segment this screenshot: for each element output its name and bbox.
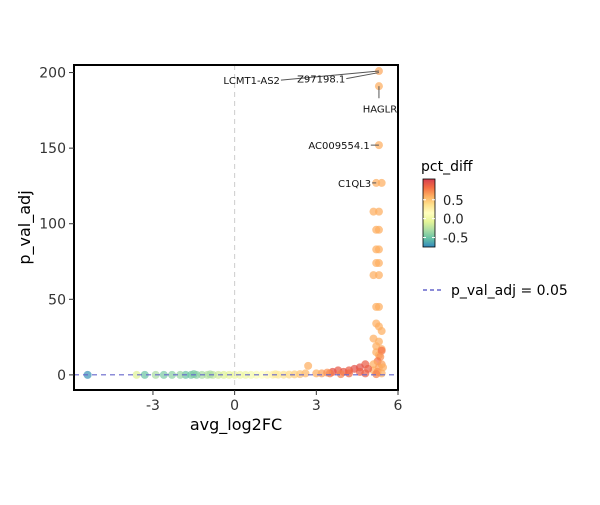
color-bar-tick-label: -0.5 xyxy=(443,232,468,247)
data-point xyxy=(374,271,383,280)
data-point xyxy=(372,370,381,379)
data-point xyxy=(159,370,168,379)
color-legend-title: pct_diff xyxy=(421,159,473,175)
color-bar-tick-label: 0.0 xyxy=(443,213,464,228)
x-tick-label: 0 xyxy=(230,398,239,414)
color-bar xyxy=(422,178,436,248)
y-axis: 0 50 100 150 200 xyxy=(39,66,74,384)
y-tick-label: 0 xyxy=(57,368,66,384)
data-point xyxy=(379,363,388,372)
data-point xyxy=(377,327,386,336)
data-point xyxy=(168,370,177,379)
data-point xyxy=(304,361,313,370)
y-axis-title: p_val_adj xyxy=(15,190,35,264)
line-legend-label: p_val_adj = 0.05 xyxy=(451,283,568,299)
data-point xyxy=(361,369,370,378)
data-point xyxy=(140,370,149,379)
gene-label: LCMT1-AS2 xyxy=(223,76,280,87)
y-tick-label: 100 xyxy=(39,217,66,233)
color-legend: pct_diff 0.5 0.0 -0.5 xyxy=(421,159,473,248)
gene-labels: LCMT1-AS2 Z97198.1 HAGLR AC009554.1 C1QL3 xyxy=(223,70,398,190)
data-point xyxy=(374,302,383,311)
plot-panel-border xyxy=(73,64,399,391)
data-point xyxy=(377,178,386,187)
y-tick-label: 200 xyxy=(39,66,66,82)
data-point xyxy=(189,370,198,379)
x-tick-label: 6 xyxy=(394,398,403,414)
x-axis-title: avg_log2FC xyxy=(190,415,282,435)
data-point xyxy=(344,369,353,378)
reference-lines xyxy=(74,65,398,390)
data-point xyxy=(312,369,321,378)
color-bar-ticks: 0.5 0.0 -0.5 xyxy=(423,194,468,247)
label-connector xyxy=(280,70,379,81)
gene-label: AC009554.1 xyxy=(308,141,369,152)
label-connector xyxy=(346,72,380,80)
data-point xyxy=(323,368,332,377)
y-tick-label: 150 xyxy=(39,141,66,157)
data-point xyxy=(374,207,383,216)
x-tick-label: 3 xyxy=(312,398,321,414)
gene-label: Z97198.1 xyxy=(297,75,345,86)
data-point xyxy=(336,370,345,379)
data-point xyxy=(374,225,383,234)
data-point xyxy=(176,370,185,379)
x-axis: -3 0 3 6 xyxy=(146,390,403,414)
data-point xyxy=(374,259,383,268)
data-point xyxy=(377,346,386,355)
y-tick-label: 50 xyxy=(48,292,66,308)
line-legend: p_val_adj = 0.05 xyxy=(423,283,568,299)
data-point xyxy=(132,370,141,379)
x-tick-label: -3 xyxy=(146,398,160,414)
data-points xyxy=(83,67,388,379)
gene-label: HAGLR xyxy=(363,104,398,115)
color-bar-tick-label: 0.5 xyxy=(443,194,464,209)
data-point xyxy=(374,245,383,254)
gene-label: C1QL3 xyxy=(338,179,371,190)
